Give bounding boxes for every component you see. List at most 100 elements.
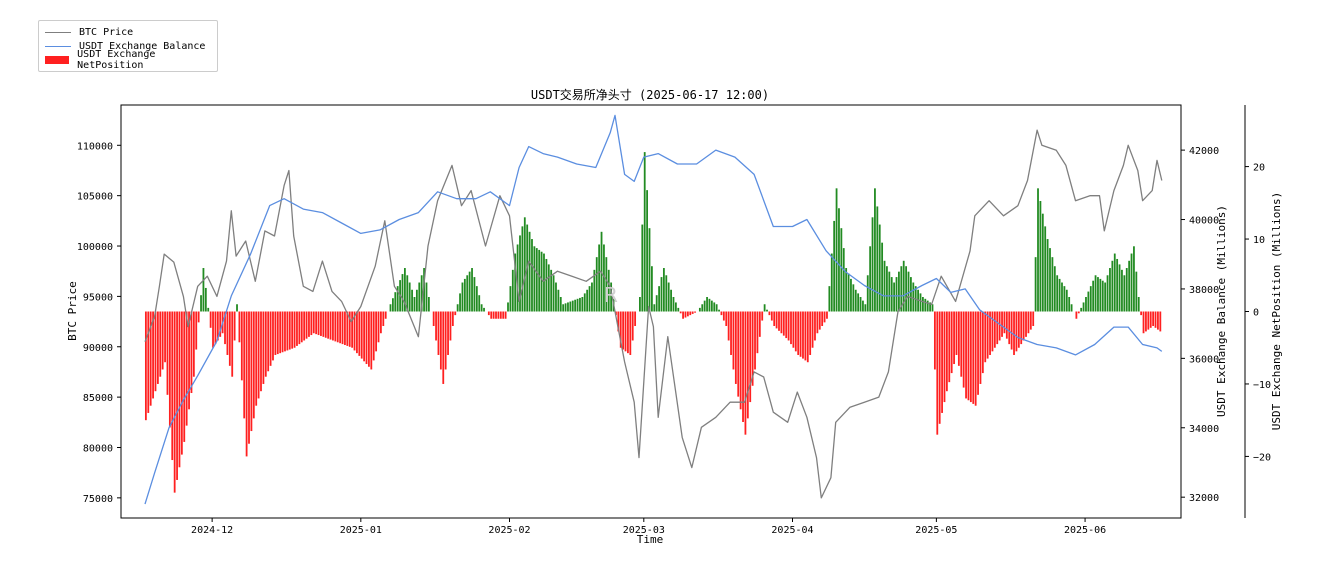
- netposition-bar-positive: [1123, 275, 1126, 312]
- netposition-bar-positive: [833, 220, 836, 312]
- netposition-bar-negative: [176, 311, 178, 480]
- netposition-bar-negative: [969, 311, 972, 403]
- netposition-bar-negative: [739, 311, 742, 410]
- netposition-bar-negative: [248, 311, 250, 444]
- right2-y-tick-label: −10: [1253, 380, 1271, 391]
- netposition-bar-negative: [329, 311, 332, 340]
- netposition-bar-positive: [698, 307, 701, 312]
- netposition-bar-negative: [945, 311, 948, 392]
- netposition-bar-positive: [1063, 286, 1066, 312]
- netposition-bar-negative: [624, 311, 627, 352]
- netposition-bar-positive: [845, 268, 848, 312]
- netposition-bar-negative: [161, 311, 164, 370]
- netposition-bar-negative: [437, 311, 440, 355]
- netposition-bar-negative: [305, 311, 308, 339]
- netposition-bar-negative: [375, 311, 378, 352]
- netposition-bar-negative: [727, 311, 730, 341]
- netposition-bar-negative: [312, 311, 315, 334]
- netposition-bar-positive: [204, 287, 207, 312]
- netposition-bar-negative: [965, 311, 967, 399]
- netposition-bar-negative: [144, 311, 147, 421]
- netposition-bar-negative: [962, 311, 965, 388]
- netposition-bar-positive: [1133, 246, 1135, 312]
- netposition-bar-positive: [236, 304, 238, 312]
- netposition-bar-negative: [761, 311, 764, 321]
- netposition-bar-negative: [679, 311, 682, 314]
- netposition-bar-negative: [262, 311, 265, 384]
- netposition-bar-negative: [178, 311, 181, 468]
- right2-y-tick-label: −20: [1253, 452, 1271, 463]
- netposition-bar-negative: [631, 311, 634, 341]
- netposition-bar-negative: [344, 311, 346, 346]
- netposition-bar-negative: [492, 311, 495, 319]
- netposition-bar-negative: [634, 311, 637, 326]
- netposition-bar-negative: [382, 311, 385, 326]
- netposition-bar-positive: [1058, 278, 1061, 312]
- netposition-bar-negative: [782, 311, 785, 336]
- netposition-bar-positive: [415, 289, 418, 312]
- netposition-bar-negative: [797, 311, 800, 355]
- netposition-bar-positive: [523, 217, 526, 312]
- netposition-bar-negative: [1147, 311, 1150, 330]
- left-y-tick-label: 80000: [83, 443, 113, 454]
- netposition-bar-negative: [1140, 311, 1143, 316]
- netposition-bar-negative: [998, 311, 1001, 341]
- netposition-bar-positive: [459, 293, 461, 312]
- netposition-bar-positive: [571, 300, 574, 312]
- netposition-bar-positive: [857, 293, 860, 312]
- btc-price-line: [144, 129, 1163, 499]
- netposition-bar-positive: [1046, 239, 1049, 312]
- netposition-bar-negative: [449, 311, 452, 341]
- netposition-bar-positive: [898, 271, 900, 312]
- netposition-bar-positive: [471, 268, 473, 312]
- netposition-bar-negative: [454, 311, 457, 316]
- legend-swatch-btc: [45, 31, 71, 33]
- netposition-bar-negative: [993, 311, 996, 348]
- netposition-bar-positive: [931, 304, 934, 312]
- netposition-bar-negative: [1077, 311, 1080, 314]
- netposition-bar-negative: [1003, 311, 1006, 334]
- netposition-bar-positive: [598, 244, 601, 312]
- netposition-bar-positive: [1068, 297, 1071, 312]
- netposition-bar-negative: [691, 311, 694, 314]
- netposition-bar-positive: [662, 268, 665, 312]
- netposition-bar-negative: [754, 311, 756, 370]
- netposition-bar-positive: [413, 297, 416, 312]
- netposition-bar-negative: [730, 311, 732, 355]
- netposition-bar-positive: [907, 271, 910, 312]
- netposition-bar-negative: [758, 311, 761, 337]
- netposition-bar-positive: [403, 268, 406, 312]
- legend-item-btc: BTC Price: [45, 25, 133, 39]
- netposition-bar-positive: [1109, 268, 1111, 312]
- netposition-bar-negative: [955, 311, 958, 355]
- netposition-bar-positive: [576, 298, 579, 312]
- netposition-bar-negative: [1032, 311, 1035, 326]
- netposition-bar-positive: [1051, 257, 1054, 312]
- y-axis-label-right-2: USDT Exchange NetPosition (Millions): [1270, 192, 1283, 430]
- netposition-bar-positive: [610, 282, 613, 312]
- netposition-bar-negative: [802, 311, 804, 359]
- netposition-bar-positive: [569, 301, 572, 312]
- netposition-bar-negative: [439, 311, 442, 370]
- netposition-bar-positive: [607, 269, 610, 312]
- netposition-bar-positive: [658, 286, 660, 312]
- netposition-bar-negative: [737, 311, 740, 397]
- netposition-bar-negative: [751, 311, 754, 386]
- netposition-bar-negative: [447, 311, 449, 355]
- netposition-bar-negative: [768, 311, 771, 316]
- netposition-bar-negative: [734, 311, 737, 384]
- netposition-bar-positive: [902, 260, 905, 312]
- netposition-bar-negative: [943, 311, 946, 403]
- netposition-bar-negative: [272, 311, 274, 361]
- netposition-bar-positive: [574, 299, 577, 312]
- netposition-bar-negative: [936, 311, 939, 435]
- netposition-bar-negative: [806, 311, 809, 363]
- netposition-bar-positive: [706, 297, 708, 312]
- netposition-bar-negative: [360, 311, 363, 359]
- netposition-bar-positive: [1041, 213, 1044, 312]
- netposition-bar-positive: [591, 282, 593, 312]
- netposition-bar-positive: [423, 268, 425, 312]
- netposition-bar-positive: [847, 273, 850, 312]
- netposition-bar-negative: [694, 311, 696, 313]
- netposition-bar-negative: [490, 311, 493, 319]
